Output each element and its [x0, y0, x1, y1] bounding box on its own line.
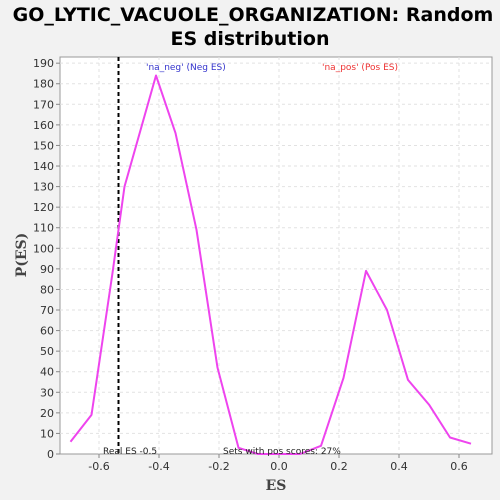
- y-tick-label-1: 10: [40, 427, 54, 440]
- y-tick-label-12: 120: [33, 201, 54, 214]
- series-line-0: [69, 74, 472, 455]
- y-tick-label-15: 150: [33, 139, 54, 152]
- legend-neg: 'na_neg' (Neg ES): [146, 63, 226, 73]
- real-es-label: Real ES -0.5: [103, 447, 157, 457]
- chart-title-line2: ES distribution: [171, 28, 330, 50]
- y-tick-label-0: 0: [47, 448, 54, 461]
- x-tick-label-1: -0.4: [148, 460, 169, 473]
- pos-scores-annotation: Sets with pos scores: 27%: [223, 447, 341, 457]
- x-tick-label-0: -0.6: [88, 460, 109, 473]
- x-tick-label-4: 0.2: [330, 460, 348, 473]
- y-tick-label-19: 190: [33, 57, 54, 70]
- x-tick-label-6: 0.6: [450, 460, 468, 473]
- y-tick-label-4: 40: [40, 366, 54, 379]
- y-axis-title: P(ES): [14, 233, 30, 278]
- y-tick-label-17: 170: [33, 98, 54, 111]
- y-tick-label-7: 70: [40, 304, 54, 317]
- y-tick-label-11: 110: [33, 222, 54, 235]
- y-tick-label-10: 100: [33, 242, 54, 255]
- y-tick-label-9: 90: [40, 263, 54, 276]
- x-tick-label-2: -0.2: [208, 460, 229, 473]
- y-tick-label-14: 140: [33, 160, 54, 173]
- x-axis-title: ES: [266, 478, 287, 494]
- chart-title-line1: GO_LYTIC_VACUOLE_ORGANIZATION: Random: [13, 4, 494, 26]
- x-axis: -0.6 -0.4 -0.2 0.0 0.2 0.4 0.6: [88, 454, 468, 473]
- y-tick-label-5: 50: [40, 345, 54, 358]
- y-tick-label-16: 160: [33, 119, 54, 132]
- y-tick-label-13: 130: [33, 181, 54, 194]
- legend-pos: 'na_pos' (Pos ES): [322, 63, 398, 73]
- grid: [60, 57, 492, 454]
- y-axis: 0 10 20 30 40 50 60 70 80 90 100 110 120 130 140 150 160…: [33, 57, 60, 461]
- series-layer: [69, 74, 472, 455]
- y-tick-label-18: 180: [33, 78, 54, 91]
- x-tick-label-5: 0.4: [390, 460, 408, 473]
- y-tick-label-3: 30: [40, 386, 54, 399]
- y-tick-label-8: 80: [40, 283, 54, 296]
- y-tick-label-6: 60: [40, 325, 54, 338]
- plot-area: [59, 56, 493, 455]
- x-tick-label-3: 0.0: [270, 460, 288, 473]
- y-tick-label-2: 20: [40, 407, 54, 420]
